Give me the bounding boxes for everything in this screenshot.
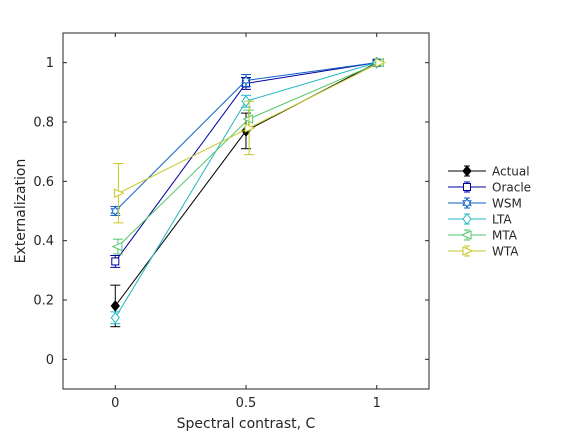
legend-label: Oracle (492, 181, 531, 195)
axis-ticks: 0 0.5 1 0 0.2 0.4 0.6 0.8 1 (33, 33, 429, 411)
legend-item-oracle: Oracle (448, 181, 531, 195)
marker-diamond-open (110, 311, 120, 324)
legend-item-mta: MTA (448, 229, 518, 243)
marker-triangle-right (375, 57, 387, 68)
legend-label: WSM (492, 197, 522, 211)
marker-square (111, 257, 120, 266)
legend: Actual Oracle WSM LTA MTA WTA (448, 165, 531, 259)
plot-area (62, 32, 430, 390)
y-tick-label: 0.8 (33, 116, 54, 131)
series-wta (113, 57, 387, 224)
legend-label: LTA (492, 213, 512, 227)
y-tick-label: 0.6 (33, 175, 54, 190)
marker-hexagram (241, 74, 251, 87)
legend-item-wta: WTA (448, 245, 519, 259)
x-tick-label: 0 (111, 396, 119, 411)
marker-triangle-left (460, 230, 472, 240)
legend-label: Actual (492, 165, 530, 179)
marker-triangle-right (244, 123, 256, 133)
x-tick-label: 0.5 (236, 396, 257, 411)
marker-triangle-right (113, 188, 125, 198)
y-tick-label: 1 (46, 56, 54, 71)
y-axis-label: Externalization (13, 159, 29, 264)
marker-diamond (462, 165, 472, 177)
x-tick-label: 1 (373, 396, 381, 411)
legend-item-wsm: WSM (448, 197, 522, 211)
marker-hexagram (110, 205, 121, 217)
marker-square (463, 183, 471, 191)
legend-label: MTA (492, 229, 518, 243)
marker-hexagram (462, 197, 472, 209)
x-axis-label: Spectral contrast, C (177, 416, 316, 432)
series-layer (110, 56, 387, 328)
legend-label: WTA (492, 245, 519, 259)
legend-item-actual: Actual (448, 165, 530, 179)
marker-diamond-open (462, 213, 472, 225)
marker-triangle-left (242, 114, 254, 124)
legend-item-lta: LTA (448, 213, 512, 227)
y-tick-label: 0.4 (33, 234, 54, 249)
marker-diamond (110, 300, 120, 312)
marker-triangle-right (462, 246, 474, 256)
y-tick-label: 0.2 (33, 294, 54, 309)
marker-triangle-left (111, 241, 123, 252)
y-tick-label: 0 (46, 353, 54, 368)
